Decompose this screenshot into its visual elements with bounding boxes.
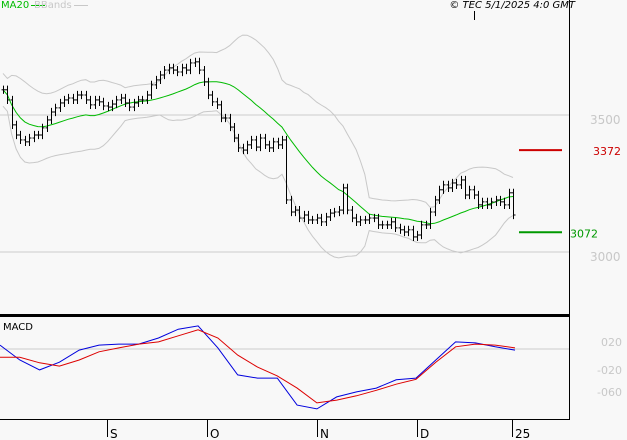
x-tick-label: N: [320, 427, 329, 440]
x-tick-label: D: [420, 427, 429, 440]
bband-lower: [2, 105, 514, 259]
macd-signal-line: [0, 329, 516, 404]
legend-ma20: MA20: [1, 0, 46, 11]
macd-line: [0, 325, 516, 410]
copyright: © TEC 5/1/2025 4:0 GMT: [449, 0, 575, 11]
macd-tick-label: -020: [597, 364, 622, 377]
x-tick-label: 25: [515, 427, 530, 440]
macd-title: MACD: [3, 322, 33, 333]
bband-upper: [2, 34, 514, 208]
legend-bbands: BBands: [34, 0, 88, 11]
macd-tick-label: -060: [597, 386, 622, 399]
x-tick-label: S: [110, 427, 118, 440]
macd-tick-label: 020: [601, 336, 622, 349]
ma20-line: [2, 81, 514, 225]
x-tick-label: O: [210, 427, 219, 440]
price-marker-label: 3072: [570, 227, 598, 240]
price-tick-label: 3500: [590, 113, 621, 127]
price-marker-label: 3372: [593, 145, 621, 158]
price-tick-label: 3000: [590, 250, 621, 264]
